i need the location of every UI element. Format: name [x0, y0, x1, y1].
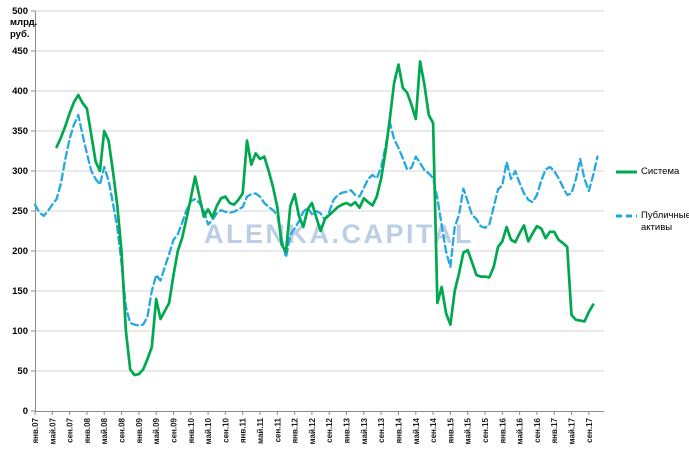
x-tick-label: янв.14 [395, 417, 404, 443]
x-tick-label: янв.17 [550, 417, 559, 443]
legend-swatch-sistema-line [616, 170, 637, 174]
x-tick-label: янв.08 [83, 417, 92, 443]
x-tick-label: янв.10 [187, 417, 196, 443]
x-tick-label: май.16 [516, 417, 525, 444]
x-tick-label: май.12 [308, 417, 317, 444]
x-tick-label: май.11 [256, 417, 265, 443]
y-tick-label: 0 [23, 406, 28, 417]
x-tick-label: май.13 [360, 417, 369, 444]
legend-item-public-assets: Публичные активы [616, 210, 689, 234]
x-tick-label: май.15 [464, 417, 473, 444]
x-tick-label: сен.12 [325, 417, 334, 442]
x-tick-label: сен.15 [481, 417, 490, 442]
y-tick-label: 500 [12, 6, 28, 17]
legend-label-sistema: Система [641, 166, 680, 177]
x-tick-label: сен.09 [170, 417, 179, 442]
x-tick-label: сен.08 [118, 417, 127, 442]
y-tick-label: 450 [12, 46, 28, 57]
legend-label-public-assets: Публичные активы [641, 210, 689, 233]
x-tick-label: сен.11 [273, 417, 282, 442]
x-tick-label: май.14 [412, 417, 421, 444]
x-tick-label: май.17 [568, 417, 577, 444]
y-tick-label: 200 [12, 246, 28, 257]
y-tick-label: 300 [12, 166, 28, 177]
x-tick-label: янв.16 [498, 417, 507, 443]
y-tick-label: 250 [12, 206, 28, 217]
x-tick-label: сен.16 [533, 417, 542, 442]
x-tick-label: сен.13 [377, 417, 386, 442]
watermark: ALENKA.CAPITAL [204, 219, 474, 249]
x-tick-label: янв.12 [291, 417, 300, 443]
x-tick-label: май.07 [48, 417, 57, 444]
x-tick-label: янв.07 [31, 417, 40, 443]
x-tick-label: янв.13 [343, 417, 352, 443]
x-tick-label: сен.07 [66, 417, 75, 442]
x-tick-label: сен.10 [221, 417, 230, 442]
y-tick-label: 50 [17, 366, 28, 377]
series-line-public-assets [33, 113, 599, 327]
y-tick-label: 350 [12, 126, 28, 137]
x-tick-label: янв.09 [135, 417, 144, 443]
x-tick-label: янв.11 [239, 417, 248, 443]
x-tick-label: янв.15 [446, 417, 455, 443]
y-tick-label: 400 [12, 86, 28, 97]
x-tick-label: май.08 [100, 417, 109, 444]
x-tick-label: сен.17 [585, 417, 594, 442]
x-tick-label: сен.14 [429, 417, 438, 442]
series-line-sistema [55, 60, 595, 377]
legend-swatch-public-assets-line [616, 214, 637, 218]
y-tick-label: 150 [12, 286, 28, 297]
y-tick-label: 100 [12, 326, 28, 337]
x-tick-label: май.09 [152, 417, 161, 444]
x-tick-label: май.10 [204, 417, 213, 444]
y-axis-unit-label: млрд. [10, 17, 37, 28]
y-axis-unit-label: руб. [10, 29, 29, 40]
legend-item-sistema: Система [616, 166, 679, 178]
